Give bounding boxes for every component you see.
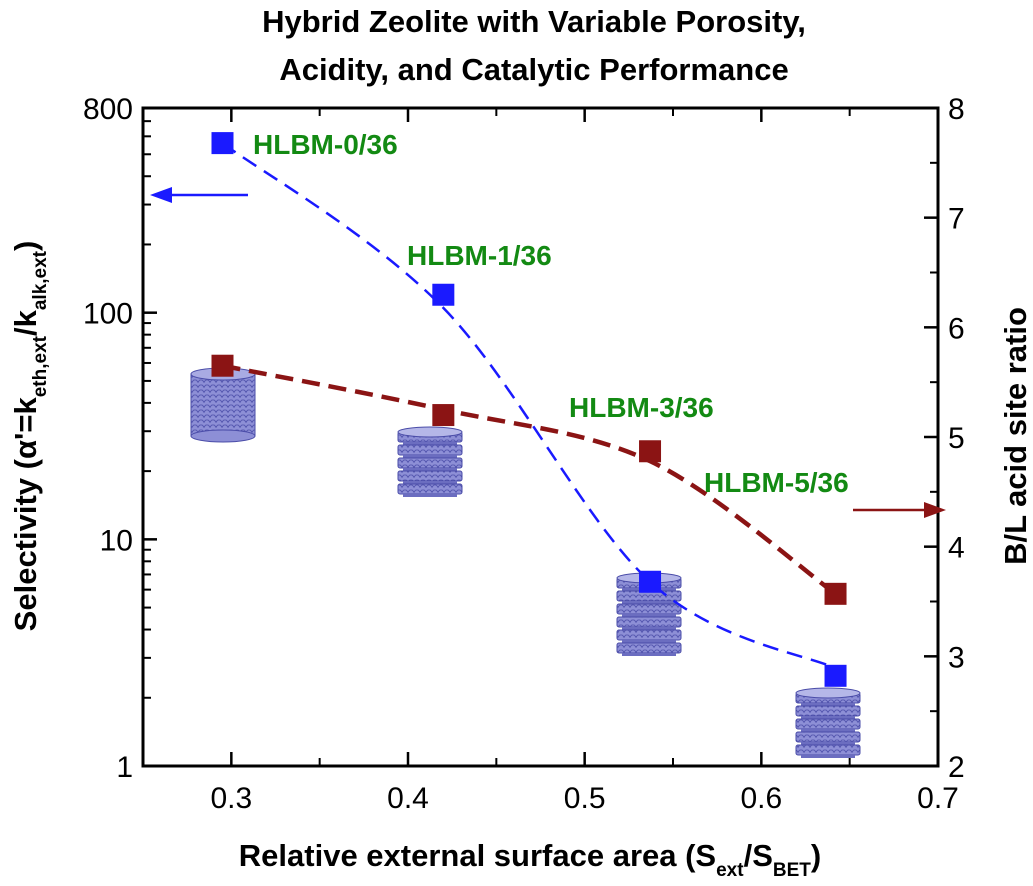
- y-right-tick-labels: 2 3 4 5 6 7 8: [948, 93, 965, 784]
- right-axis-arrow-head: [924, 502, 946, 518]
- x-tick-label: 0.4: [387, 782, 429, 815]
- cylinder-layer-gap: [403, 481, 457, 484]
- cylinder-layer: [795, 705, 861, 717]
- y-left-tick-label: 800: [83, 93, 133, 126]
- y-right-tick-label: 2: [948, 751, 965, 784]
- x-tick-label: 0.5: [564, 782, 606, 815]
- cylinder-layer-gap: [403, 442, 457, 445]
- selectivity-point: [824, 664, 847, 687]
- x-axis-title: Relative external surface area (Sext/SBE…: [239, 838, 821, 881]
- y-left-tick-labels: 1 10 100 800: [83, 93, 133, 784]
- cylinder-body: [190, 373, 256, 437]
- point-label: HLBM-0/36: [253, 129, 398, 160]
- x-tick-label: 0.3: [210, 782, 252, 815]
- y-right-tick-label: 5: [948, 422, 965, 455]
- y-right-tick-label: 6: [948, 312, 965, 345]
- cylinder-layer-gap: [622, 653, 676, 656]
- axis-arrows: [150, 187, 946, 518]
- cylinder-layer: [616, 603, 682, 615]
- chart-title-line-1: Hybrid Zeolite with Variable Porosity,: [262, 4, 806, 39]
- selectivity-fit-line: [221, 142, 837, 670]
- acid-ratio-fit-line: [222, 363, 837, 596]
- cylinder-layer-gap: [622, 614, 676, 617]
- cylinder-layer: [397, 444, 463, 456]
- cylinder-layer: [795, 731, 861, 743]
- y-right-tick-label: 7: [948, 203, 965, 236]
- point-labels: HLBM-0/36 HLBM-1/36 HLBM-3/36 HLBM-5/36: [253, 129, 849, 498]
- cylinder-layer-gap: [801, 755, 855, 758]
- acid-ratio-point: [639, 440, 662, 463]
- cylinder-layer-gap: [403, 455, 457, 458]
- y-left-tick-label: 100: [83, 298, 133, 331]
- cylinder-layer-gap: [403, 468, 457, 471]
- point-label: HLBM-5/36: [704, 467, 849, 498]
- acid-ratio-point: [432, 404, 455, 427]
- zeolite-cylinder-icon: [397, 426, 463, 497]
- x-tick-label: 0.6: [740, 782, 782, 815]
- selectivity-point: [211, 132, 234, 155]
- point-label: HLBM-1/36: [407, 240, 552, 271]
- cylinder-top: [397, 426, 463, 438]
- acid-ratio-point: [824, 582, 847, 605]
- data-markers: [211, 132, 847, 687]
- cylinder-layer-gap: [622, 601, 676, 604]
- cylinder-layer-gap: [801, 703, 855, 706]
- x-tick-labels: 0.3 0.4 0.5 0.6 0.7: [210, 782, 958, 815]
- fit-lines: [221, 142, 837, 670]
- selectivity-point: [639, 570, 662, 593]
- zeolite-cylinder-icon: [795, 687, 861, 758]
- cylinder-layer: [397, 457, 463, 469]
- cylinder-layer: [397, 470, 463, 482]
- cylinder-layer-gap: [801, 729, 855, 732]
- cylinder-layer-gap: [801, 742, 855, 745]
- cylinder-layer-gap: [403, 494, 457, 497]
- cylinder-top: [795, 687, 861, 699]
- point-label: HLBM-3/36: [569, 392, 714, 423]
- cylinder-bottom: [190, 429, 256, 443]
- cylinder-layer-gap: [801, 716, 855, 719]
- y-right-tick-label: 8: [948, 93, 965, 126]
- cylinder-layer: [795, 744, 861, 756]
- y-left-tick-label: 10: [100, 524, 133, 557]
- cylinder-layer: [397, 483, 463, 495]
- zeolite-cylinder-icon: [190, 367, 256, 443]
- cylinder-layer-gap: [622, 640, 676, 643]
- axis-ticks: [142, 106, 940, 768]
- chart-title-line-2: Acidity, and Catalytic Performance: [279, 52, 788, 87]
- cylinder-layer-gap: [622, 627, 676, 630]
- selectivity-point: [432, 283, 455, 306]
- cylinder-layer: [616, 616, 682, 628]
- left-axis-arrow-head: [150, 187, 172, 203]
- x-tick-label: 0.7: [917, 782, 959, 815]
- y-right-tick-label: 4: [948, 532, 965, 565]
- cylinder-layer: [616, 629, 682, 641]
- y-left-tick-label: 1: [116, 751, 133, 784]
- cylinder-layer: [795, 718, 861, 730]
- y-right-tick-label: 3: [948, 641, 965, 674]
- cylinder-layer: [616, 642, 682, 654]
- y-left-axis-title: Selectivity (α'=keth,ext/kalk,ext): [8, 241, 51, 632]
- y-right-axis-title: B/L acid site ratio: [998, 307, 1033, 565]
- acid-ratio-point: [211, 354, 234, 377]
